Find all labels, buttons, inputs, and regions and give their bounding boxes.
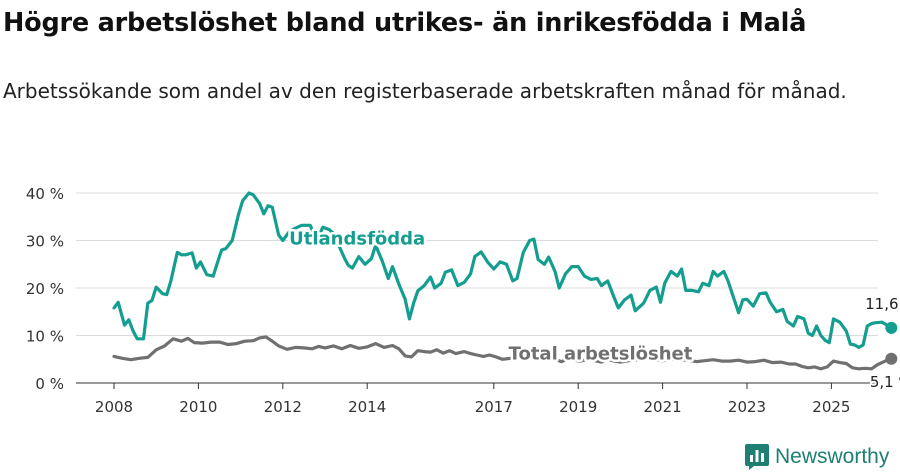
x-tick-label: 2014 (348, 398, 386, 416)
y-gridlines (76, 192, 878, 336)
x-tick-label: 2010 (179, 398, 217, 416)
x-tick-label: 2021 (644, 398, 682, 416)
y-axis: 0 % 10 % 20 % 30 % 40 % (26, 185, 64, 393)
chart-subtitle: Arbetssökande som andel av den registerb… (3, 79, 847, 103)
x-tick-label: 2019 (559, 398, 597, 416)
series-lines (112, 191, 898, 371)
y-tick-label: 20 % (26, 280, 64, 298)
series-line-0 (112, 191, 893, 349)
series-label-0: Utlandsfödda (289, 228, 425, 249)
brand-logo: Newsworthy (745, 441, 889, 473)
x-tick-label: 2012 (264, 398, 302, 416)
x-tick-label: 2023 (728, 398, 766, 416)
y-tick-label: 10 % (26, 328, 64, 346)
x-tick-label: 2008 (95, 398, 133, 416)
x-tick-label: 2025 (812, 398, 850, 416)
y-tick-label: 40 % (26, 185, 64, 203)
series-label-1: Total arbetslöshet (509, 343, 693, 364)
y-tick-label: 30 % (26, 233, 64, 251)
chart-title: Högre arbetslöshet bland utrikes- än inr… (3, 8, 807, 38)
series-labels: Utlandsfödda 11,6 % Total arbetslöshet 5,1 … (287, 226, 900, 393)
end-value-label-1: 5,1 % (870, 373, 900, 391)
y-tick-label: 0 % (35, 375, 64, 393)
end-point-1 (885, 352, 898, 365)
x-tick-label: 2017 (475, 398, 513, 416)
series-line-1 (112, 335, 893, 371)
end-point-0 (885, 321, 898, 334)
brand-name: Newsworthy (775, 445, 890, 468)
end-value-label-0: 11,6 % (865, 295, 900, 313)
newsworthy-logo-icon (745, 444, 769, 470)
x-axis: 2008 2010 2012 2014 2017 2019 2021 2023 2025 (76, 382, 878, 416)
